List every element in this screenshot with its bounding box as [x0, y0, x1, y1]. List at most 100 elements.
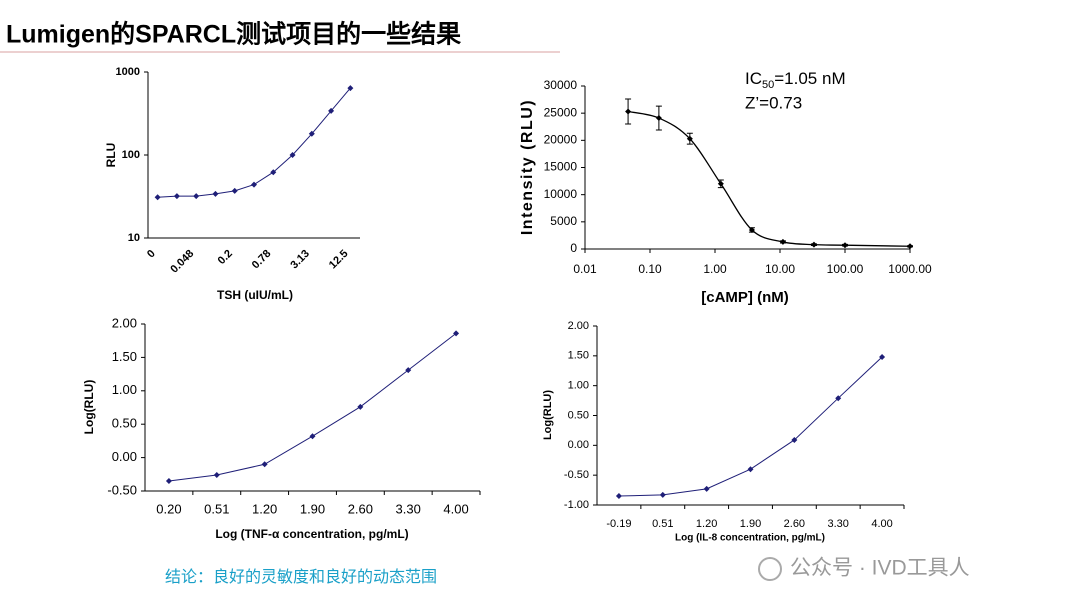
x-axis-title: Log (TNF-α concentration, pg/mL) [215, 527, 408, 541]
x-tick-label: 10.00 [765, 262, 795, 276]
x-tick-label: 1.90 [300, 501, 325, 516]
x-tick-label: 4.00 [871, 518, 892, 530]
y-tick-label: -0.50 [564, 469, 589, 481]
x-tick-label: 0.048 [168, 248, 196, 276]
data-point [748, 226, 755, 233]
data-point [308, 130, 315, 137]
y-axis-title: RLU [104, 143, 118, 168]
x-tick-label: 4.00 [443, 501, 468, 516]
y-tick-label: 10000 [544, 187, 578, 201]
y-tick-label: 15000 [544, 160, 578, 174]
annotation-part: IC [745, 69, 762, 88]
annotation-sub: 50 [762, 79, 774, 91]
y-tick-label: 30000 [544, 78, 578, 92]
data-line [157, 87, 351, 198]
x-axis-title: Log (IL-8 concentration, pg/mL) [675, 533, 825, 544]
watermark: 公众号 · IVD工具人 [790, 557, 970, 580]
y-tick-label: 25000 [544, 105, 578, 119]
data-point [289, 152, 296, 158]
y-tick-label: -0.50 [107, 482, 137, 497]
x-axis-title: TSH (uIU/mL) [217, 288, 293, 302]
y-tick-label: 100 [122, 149, 140, 161]
data-point [357, 403, 364, 410]
data-point [213, 471, 220, 478]
data-point [879, 354, 886, 361]
y-tick-label: 0.50 [112, 416, 137, 431]
x-tick-label: 1.20 [696, 518, 717, 530]
data-point [842, 242, 848, 249]
data-point [703, 485, 710, 492]
data-point [453, 330, 460, 337]
y-tick-label: 0 [570, 241, 577, 255]
x-tick-label: 3.13 [288, 248, 312, 272]
x-tick-label: 0.51 [652, 518, 673, 530]
x-tick-label: 1.00 [703, 262, 727, 276]
data-point [261, 461, 268, 468]
y-tick-label: 5000 [550, 214, 577, 228]
data-point [810, 241, 817, 248]
y-tick-label: 20000 [544, 133, 578, 147]
data-point [193, 193, 200, 200]
data-point [212, 190, 219, 197]
y-axis-title: Log(RLU) [542, 390, 554, 440]
x-tick-label: 0.78 [250, 248, 274, 272]
data-point [835, 395, 842, 402]
data-point [154, 194, 161, 201]
data-point [347, 85, 354, 92]
data-point [791, 436, 798, 443]
x-tick-label: 1.90 [740, 518, 761, 530]
slide-title: Lumigen的SPARCL测试项目的一些结果 [6, 20, 461, 49]
data-point [717, 180, 724, 187]
x-tick-label: 3.30 [828, 518, 849, 530]
y-tick-label: 1.00 [112, 382, 137, 397]
data-point [686, 135, 693, 142]
y-tick-label: 0.50 [568, 409, 589, 421]
y-axis-title: Intensity (RLU) [519, 99, 536, 235]
x-axis-title: [cAMP] (nM) [701, 289, 788, 306]
data-point [747, 466, 754, 473]
data-point [270, 169, 277, 176]
conclusion: 结论：良好的灵敏度和良好的动态范围 [165, 568, 437, 586]
data-point [309, 433, 316, 440]
y-tick-label: 1.50 [112, 349, 137, 364]
y-tick-label: 0.00 [568, 439, 589, 451]
y-axis-title: Log(RLU) [82, 380, 96, 435]
data-point [625, 108, 632, 115]
x-tick-label: 2.60 [784, 518, 805, 530]
data-point [659, 491, 666, 498]
data-point [405, 367, 412, 374]
data-point [173, 193, 180, 200]
x-tick-label: 12.5 [327, 248, 351, 272]
data-line [168, 332, 457, 482]
x-tick-label: 1.20 [252, 501, 277, 516]
x-tick-label: 3.30 [396, 501, 421, 516]
x-tick-label: 2.60 [348, 501, 373, 516]
x-tick-label: 100.00 [827, 262, 864, 276]
data-point [655, 115, 662, 122]
y-tick-label: 10 [128, 232, 140, 244]
x-tick-label: 0.51 [204, 501, 229, 516]
data-point [615, 493, 622, 500]
y-tick-label: -1.00 [564, 499, 589, 511]
x-tick-label: 0.10 [638, 262, 662, 276]
data-point [907, 243, 913, 250]
annotation: IC50=1.05 nM [745, 69, 846, 90]
x-tick-label: 0.20 [156, 501, 181, 516]
watermark-icon [758, 557, 782, 581]
y-tick-label: 1000 [116, 66, 140, 78]
data-point [231, 187, 238, 194]
y-tick-label: 2.00 [568, 320, 589, 332]
annotation-part: =1.05 nM [774, 69, 845, 88]
data-line [627, 110, 911, 247]
y-tick-label: 1.00 [568, 380, 589, 392]
x-tick-label: 1000.00 [888, 262, 932, 276]
y-tick-label: 0.00 [112, 449, 137, 464]
x-tick-label: 0.2 [216, 248, 235, 267]
y-tick-label: 1.50 [568, 350, 589, 362]
y-tick-label: 2.00 [112, 315, 137, 330]
data-point [779, 238, 786, 245]
data-point [251, 181, 257, 188]
data-point [328, 107, 335, 114]
annotation: Z’=0.73 [745, 93, 802, 112]
